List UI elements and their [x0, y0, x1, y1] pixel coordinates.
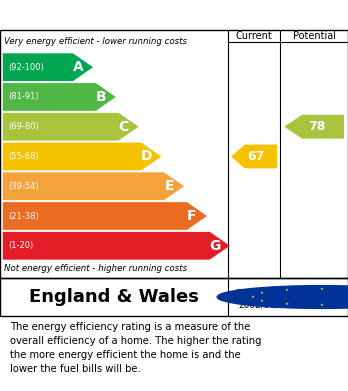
Text: (21-38): (21-38)	[9, 212, 39, 221]
Text: A: A	[73, 60, 83, 74]
Text: (39-54): (39-54)	[9, 182, 39, 191]
Text: Current: Current	[236, 31, 272, 41]
Text: 78: 78	[308, 120, 326, 133]
Circle shape	[217, 285, 348, 308]
Text: ★: ★	[320, 287, 324, 291]
Text: ★: ★	[285, 289, 289, 292]
Polygon shape	[284, 115, 344, 139]
Polygon shape	[3, 113, 139, 141]
Text: EU Directive: EU Directive	[236, 289, 292, 298]
Text: ★: ★	[285, 301, 289, 305]
Text: E: E	[164, 179, 174, 193]
Polygon shape	[231, 145, 277, 169]
Text: B: B	[95, 90, 106, 104]
Text: (69-80): (69-80)	[9, 122, 39, 131]
Text: Potential: Potential	[293, 31, 335, 41]
Text: Energy Efficiency Rating: Energy Efficiency Rating	[60, 6, 288, 24]
Text: F: F	[187, 209, 197, 223]
Text: ★: ★	[260, 291, 264, 295]
Text: England & Wales: England & Wales	[29, 288, 199, 306]
Polygon shape	[3, 83, 116, 111]
Text: 2002/91/EC: 2002/91/EC	[238, 301, 290, 310]
Text: Not energy efficient - higher running costs: Not energy efficient - higher running co…	[4, 264, 187, 273]
Text: (55-68): (55-68)	[9, 152, 39, 161]
Text: The energy efficiency rating is a measure of the
overall efficiency of a home. T: The energy efficiency rating is a measur…	[10, 322, 262, 374]
Text: (92-100): (92-100)	[9, 63, 45, 72]
Text: D: D	[141, 149, 152, 163]
Polygon shape	[3, 143, 161, 170]
Polygon shape	[3, 202, 207, 230]
Text: (81-91): (81-91)	[9, 92, 39, 101]
Text: ★: ★	[260, 299, 264, 303]
Text: ★: ★	[251, 295, 255, 299]
Polygon shape	[3, 172, 184, 200]
Polygon shape	[3, 232, 230, 260]
Text: (1-20): (1-20)	[9, 241, 34, 250]
Text: 67: 67	[248, 150, 265, 163]
Text: G: G	[209, 239, 220, 253]
Text: ★: ★	[320, 303, 324, 307]
Text: C: C	[118, 120, 129, 134]
Text: Very energy efficient - lower running costs: Very energy efficient - lower running co…	[4, 37, 187, 46]
Polygon shape	[3, 53, 93, 81]
